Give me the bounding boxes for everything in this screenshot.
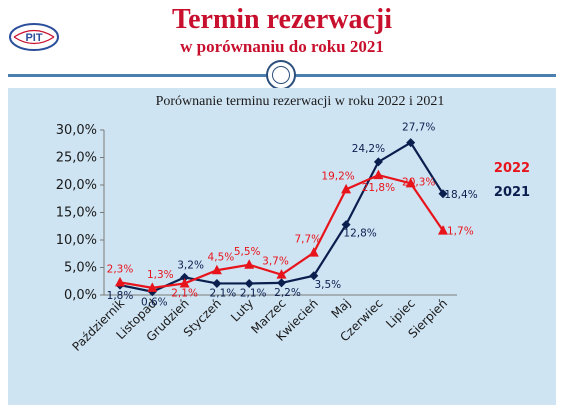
legend-item-2021: 2021 [494,185,530,200]
marker-2022 [341,183,352,194]
data-label-2022: 2,1% [171,287,198,299]
slide-header: PIT Termin rezerwacji w porównaniu do ro… [0,0,564,72]
data-label-2021: 18,4% [444,189,477,201]
slide-subtitle: w porównaniu do roku 2021 [180,37,384,56]
marker-2022 [276,269,287,279]
marker-2021 [341,220,351,230]
data-label-2021: 12,8% [343,228,376,240]
y-tick-label: 30,0% [56,123,97,138]
data-label-2021: 0,6% [141,297,168,309]
marker-2021 [406,138,416,148]
y-tick-label: 20,0% [56,178,97,193]
data-label-2022: 20,3% [402,176,435,188]
data-label-2022: 5,5% [234,246,261,258]
marker-2021 [244,278,254,288]
marker-2021 [438,189,448,199]
y-tick-label: 10,0% [56,233,97,248]
pit-logo: PIT [9,23,59,51]
divider-ornament-icon [266,60,296,90]
data-label-2022: 7,7% [294,234,321,246]
data-labels-layer: 1,8%0,6%3,2%2,1% 2,1% 2,2%3,5%12,8%24,2%27… [107,122,478,309]
data-label-2022: 19,2% [321,170,354,182]
marker-2022 [373,169,384,180]
marker-2022 [179,277,190,288]
bottom-strip [0,405,564,419]
logo-text: PIT [25,32,42,44]
y-tick-label: 5,0% [64,261,97,276]
data-label-2021: 3,2% [177,259,204,271]
data-label-2022: 11,7% [440,226,473,238]
legend: 2022 2021 [494,161,530,200]
marker-2021 [309,271,319,281]
y-tick-label: 15,0% [56,206,97,221]
chart-title: Porównanie terminu rezerwacji w roku 202… [156,94,445,109]
data-label-2021: 2,1% [210,287,237,299]
data-label-2022: 2,3% [107,263,134,275]
marker-2021 [277,278,286,288]
marker-2022 [308,247,319,257]
marker-2022 [438,225,448,235]
marker-2021 [373,157,383,167]
y-tick-label: 0,0% [64,288,97,303]
x-tick-label: Luty [228,296,256,324]
marker-2022 [405,177,416,188]
slide-title: Termin rezerwacji [171,4,393,35]
x-tick-label: Październik [69,296,127,354]
marker-2021 [212,278,222,288]
y-tick-label: 25,0% [56,151,97,166]
data-label-2021: 24,2% [352,143,385,155]
marker-2021 [180,272,190,282]
data-label-2021: 27,7% [402,122,435,134]
chart-axes: 0,0% 5,0% 10,0% 15,0% 20,0% 25,0% 30,0% Paździe… [56,123,457,354]
chart-panel [8,88,556,405]
data-label-2021: 3,5% [314,279,341,291]
legend-item-2022: 2022 [494,161,530,176]
x-tick-label: Maj [328,296,353,321]
marker-2022 [211,264,222,275]
data-label-2021: 1,8% [107,290,134,302]
data-label-2022: 21,8% [362,182,395,194]
series-layer [115,138,448,297]
marker-2022 [147,282,158,292]
data-label-2022: 3,7% [262,256,289,268]
data-label-2022: 4,5% [208,251,235,263]
data-label-2021: 2,1% [240,287,267,299]
data-label-2022: 1,3% [147,269,174,281]
marker-2022 [115,276,125,287]
data-label-2021: 2,2% [274,287,301,299]
marker-2022 [244,259,255,269]
